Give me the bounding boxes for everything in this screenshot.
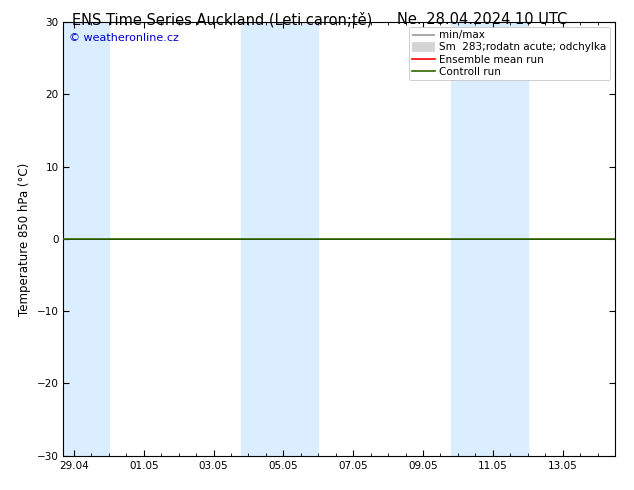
Text: © weatheronline.cz: © weatheronline.cz [69,33,179,43]
Legend: min/max, Sm  283;rodatn acute; odchylka, Ensemble mean run, Controll run: min/max, Sm 283;rodatn acute; odchylka, … [409,27,610,80]
Text: Ne. 28.04.2024 10 UTC: Ne. 28.04.2024 10 UTC [397,12,567,27]
Bar [451,22,527,456]
Y-axis label: Temperature 850 hPa (°C): Temperature 850 hPa (°C) [18,162,31,316]
Bar [242,22,318,456]
Bar [63,22,109,456]
Text: ENS Time Series Auckland (Leti caron;tě): ENS Time Series Auckland (Leti caron;tě) [72,12,372,28]
